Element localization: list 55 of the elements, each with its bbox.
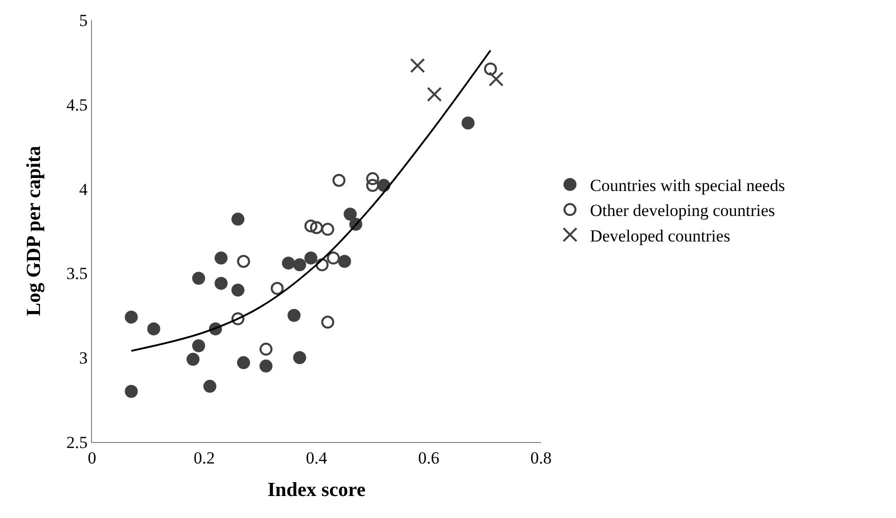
point [214,252,228,265]
point [124,310,138,324]
point [231,212,244,226]
point [214,276,228,290]
point [288,308,301,322]
point [488,72,504,87]
point [366,178,380,192]
y-tick-label: 4.5 [66,95,88,114]
point [326,252,340,265]
point [293,258,306,272]
legend-label: Developed countries [590,226,730,246]
x-tick-label: 0.6 [418,448,440,468]
point [237,356,250,370]
point [332,174,346,187]
point [321,316,334,329]
legend-label: Other developing countries [590,201,776,220]
point [316,258,329,272]
point [270,282,284,295]
point [186,352,200,366]
point [410,58,426,74]
point [147,322,160,336]
point [484,62,497,76]
y-tick-label: 5 [79,10,88,30]
point [231,284,244,297]
point [462,116,475,130]
point [192,272,206,285]
point [366,172,380,186]
point [203,380,216,393]
point [192,339,206,352]
x-tick-label: 0.2 [194,448,215,468]
x-tick-label: 0.4 [306,448,328,468]
point [259,360,272,373]
point [124,384,138,398]
x-axis-title: Index score [268,478,366,501]
y-axis-title: Log GDP per capita [22,146,45,316]
point [426,86,442,102]
point [338,254,352,268]
y-tick-label: 3 [79,348,88,368]
point [293,351,306,364]
point [304,219,318,232]
point [282,256,295,270]
x-tick-label: 0 [88,448,96,468]
point [237,254,250,268]
y-tick-label: 4 [79,180,88,199]
legend-label: Countries with special needs [590,176,785,196]
point [304,252,318,265]
line-series [130,49,492,352]
point [259,342,272,356]
point [344,208,357,221]
x-tick-label: 0.8 [530,448,552,468]
point [321,222,334,236]
point [310,221,323,234]
point [231,312,244,326]
y-tick-label: 2.5 [66,432,88,452]
y-tick-label: 3.5 [66,264,88,284]
